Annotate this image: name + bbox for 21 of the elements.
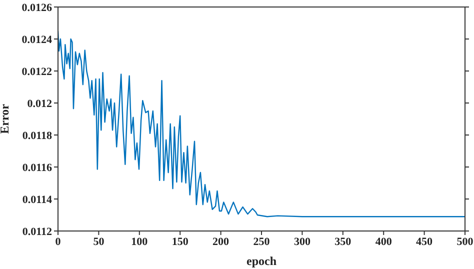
y-tick-label: 0.0118 [22, 130, 52, 142]
y-tick-label: 0.0116 [22, 162, 52, 174]
x-tick-label: 0 [55, 236, 62, 248]
x-tick-label: 400 [375, 236, 392, 248]
y-tick-label: 0.0126 [22, 2, 52, 14]
y-tick-label: 0.0114 [22, 194, 52, 206]
x-tick-label: 250 [253, 236, 270, 248]
x-tick-label: 50 [93, 236, 105, 248]
x-tick-label: 300 [294, 236, 311, 248]
y-tick-label: 0.0124 [22, 34, 52, 46]
x-axis-title: epoch [246, 254, 277, 268]
x-tick-label: 100 [131, 236, 148, 248]
x-tick-label: 500 [456, 236, 474, 248]
x-tick-label: 350 [334, 236, 352, 248]
x-tick-label: 450 [416, 236, 434, 248]
y-axis-title: Error [0, 103, 12, 134]
x-tick-label: 150 [172, 236, 189, 248]
y-tick-label: 0.012 [27, 98, 52, 110]
x-tick-label: 200 [212, 236, 230, 248]
y-tick-label: 0.0112 [22, 226, 52, 238]
y-tick-label: 0.0122 [22, 66, 52, 78]
